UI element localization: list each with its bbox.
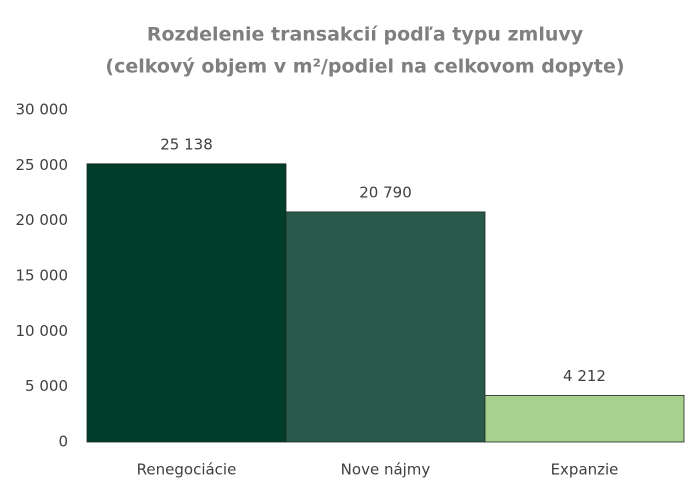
y-tick-label: 10 000	[16, 322, 69, 340]
bar	[86, 163, 287, 443]
x-tick-label: Expanzie	[551, 461, 619, 479]
y-tick-label: 25 000	[16, 156, 69, 174]
y-tick-label: 15 000	[16, 267, 69, 285]
y-tick-label: 20 000	[16, 211, 69, 229]
bar	[484, 394, 685, 443]
data-label: 25 138	[160, 135, 213, 153]
y-tick-label: 30 000	[16, 101, 69, 119]
y-tick-label: 5 000	[25, 377, 68, 395]
x-tick-label: Renegociácie	[137, 461, 237, 479]
bar	[285, 211, 486, 443]
data-label: 4 212	[563, 367, 606, 385]
data-label: 20 790	[359, 183, 412, 201]
y-tick-label: 0	[58, 433, 68, 451]
chart-subtitle: (celkový objem v m²/podiel na celkovom d…	[105, 56, 624, 78]
chart-title: Rozdelenie transakcií podľa typu zmluvy	[147, 24, 584, 46]
x-tick-label: Nove nájmy	[341, 461, 431, 479]
